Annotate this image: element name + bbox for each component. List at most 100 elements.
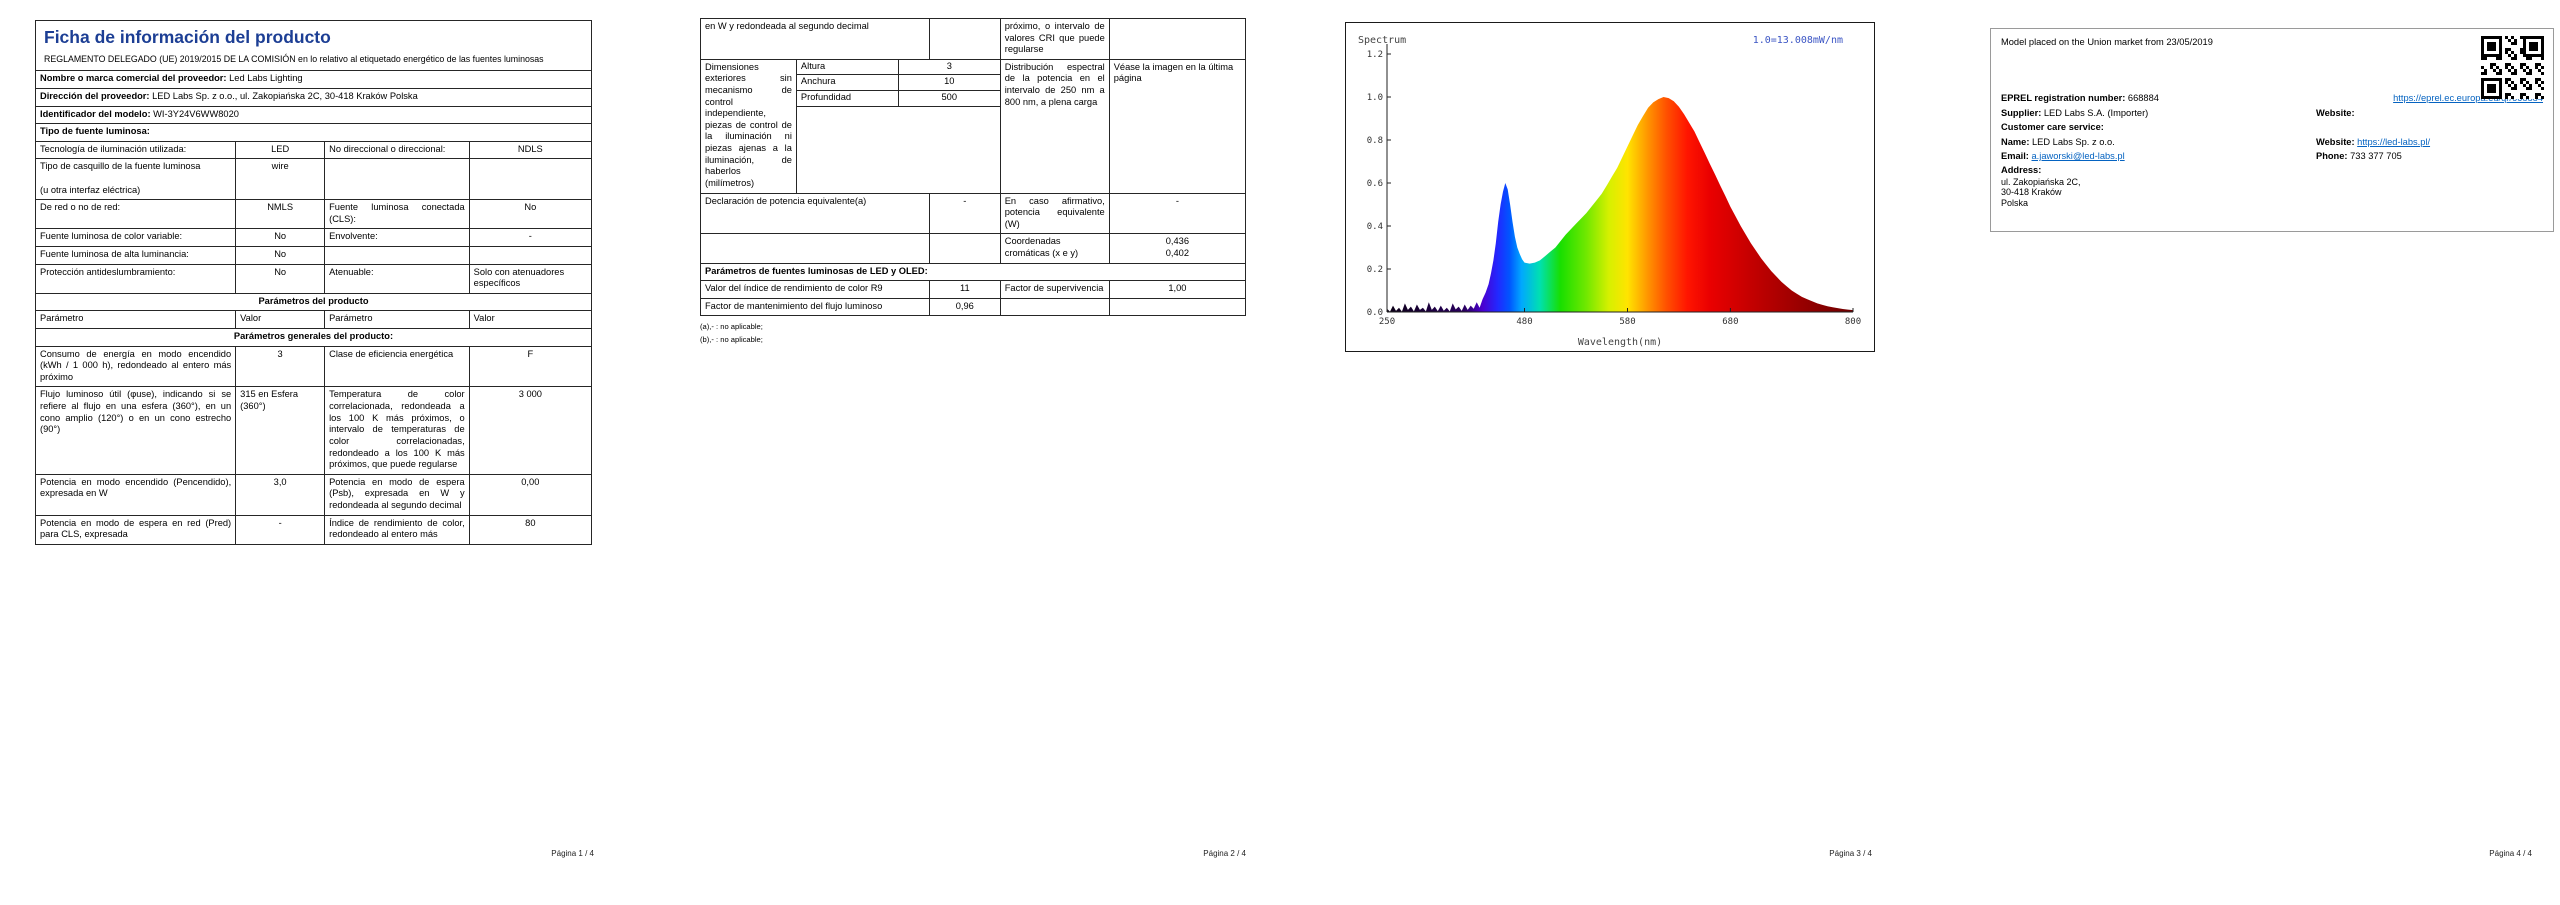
dimension-value: 3 (946, 60, 952, 71)
param-cell: Índice de rendimiento de color, redondea… (324, 514, 470, 545)
supplier-details: EPREL registration number: 668884 https:… (2001, 91, 2543, 208)
svg-text:1.2: 1.2 (1367, 50, 1383, 60)
value-cell: Véase la imagen en la última página (1108, 58, 1247, 194)
name-label: Name: (2001, 136, 2030, 147)
param-cell: Fuente luminosa conectada (CLS): (324, 199, 470, 230)
param-cell: Factor de supervivencia (999, 280, 1110, 299)
param-cell: Tecnología de iluminación utilizada: (34, 140, 237, 160)
param-cell: Fuente luminosa de color variable: (34, 228, 237, 247)
product-info-table-cont: en W y redondeada al segundo decimal pró… (700, 18, 1247, 317)
supplier-label: Supplier: (2001, 107, 2042, 118)
param-cell (324, 246, 470, 265)
param-cell: De red o no de red: (34, 199, 237, 230)
qr-code (2481, 36, 2544, 99)
model-id-label: Identificador del modelo: (40, 108, 151, 119)
address-label: Address: (2001, 164, 2042, 175)
value-cell: 315 en Esfera (360°) (235, 386, 326, 475)
spectrum-figure: Spectrum 1.0=13.008mW/nm 250 480 580 680 800… (1345, 22, 1875, 357)
svg-text:0.8: 0.8 (1367, 136, 1383, 146)
param-cell: Valor del índice de rendimiento de color… (700, 280, 930, 299)
table-row: Potencia en modo de espera en red (Pred)… (34, 514, 593, 545)
table-row: Tipo de casquillo de la fuente luminosa … (34, 158, 593, 201)
spectrum-chart: Spectrum 1.0=13.008mW/nm 250 480 580 680 800… (1345, 22, 1875, 352)
value-cell: wire (235, 158, 326, 201)
market-placement-line: Model placed on the Union market from 23… (2001, 37, 2213, 47)
column-header: Parámetro (34, 310, 237, 330)
value-cell: 11 (928, 280, 1001, 299)
svg-text:0.2: 0.2 (1367, 265, 1383, 275)
param-cell: Declaración de potencia equivalente(a) (700, 192, 930, 235)
param-cell: Potencia en modo encendido (Pencendido),… (34, 473, 237, 516)
dimensions-block: Dimensiones exteriores sin mecanismo de … (701, 59, 1000, 193)
param-cell: Potencia en modo de espera en red (Pred)… (34, 514, 237, 545)
param-cell: Protección antideslumbramiento: (34, 263, 237, 294)
table-row: Identificador del modelo: WI-3Y24V6WW802… (35, 105, 592, 125)
svg-text:1.0: 1.0 (1367, 93, 1383, 103)
value-cell: 1,00 (1108, 280, 1247, 299)
value-cell: Solo con atenuadores específicos (468, 263, 593, 294)
table-row: Nombre o marca comercial del proveedor: … (35, 70, 592, 89)
footnote-b: (b),- : no aplicable; (700, 335, 763, 345)
value-cell: NMLS (235, 199, 326, 230)
page-2-product-fiche: en W y redondeada al segundo decimal pró… (700, 18, 1247, 347)
param-cell: Temperatura de color correlacionada, red… (324, 386, 470, 475)
supplier-value: LED Labs S.A. (Importer) (2043, 107, 2149, 118)
param-cell: próximo, o intervalo de valores CRI que … (999, 18, 1110, 60)
eprel-link[interactable]: https://eprel.ec.europa.eu/qr/668884 (2393, 93, 2543, 103)
page-1-product-fiche: Ficha de información del producto REGLAM… (34, 19, 593, 545)
svg-text:800: 800 (1845, 317, 1861, 327)
value-cell: No (468, 199, 593, 230)
supplier-address-value: LED Labs Sp. z o.o., ul. Zakopiańska 2C,… (152, 90, 418, 101)
param-cell: Coordenadas cromáticas (x e y) (999, 233, 1110, 264)
chart-scale-note: 1.0=13.008mW/nm (1753, 35, 1843, 46)
value-cell: F (468, 345, 593, 388)
address-line: Polska (2001, 197, 2029, 208)
supplier-website-link[interactable]: https://led-labs.pl/ (2357, 136, 2431, 147)
svg-text:480: 480 (1516, 317, 1532, 327)
dimension-value: 500 (941, 92, 958, 103)
supplier-address-label: Dirección del proveedor: (40, 90, 150, 101)
param-cell: Clase de eficiencia energética (324, 345, 470, 388)
value-cell: No (235, 246, 326, 265)
column-header: Valor (468, 310, 593, 330)
table-row: Fuente luminosa de alta luminancia: No (34, 246, 593, 265)
svg-text:0.6: 0.6 (1367, 179, 1383, 189)
phone-value: 733 377 705 (2350, 151, 2402, 161)
param-cell: Potencia en modo de espera (Psb), expres… (324, 473, 470, 516)
param-cell: en W y redondeada al segundo decimal (700, 18, 930, 60)
supplier-row: Supplier: LED Labs S.A. (Importer) Websi… (2001, 106, 2543, 121)
table-row: Fuente luminosa de color variable: No En… (34, 228, 593, 247)
table-row: Tecnología de iluminación utilizada: LED… (34, 140, 593, 160)
dimension-name: Profundidad (797, 91, 899, 106)
value-cell: - (1108, 192, 1247, 235)
value-cell: 0,00 (468, 473, 593, 516)
chart-title: Spectrum (1358, 35, 1406, 46)
value-cell: 3,0 (235, 473, 326, 516)
value-cell: 3 (235, 345, 326, 388)
svg-text:580: 580 (1619, 317, 1635, 327)
product-info-table: Ficha de información del producto REGLAM… (34, 19, 593, 545)
table-row: Parámetros generales del producto: (35, 328, 592, 347)
dimension-name: Altura (797, 59, 899, 75)
value-cell (468, 246, 593, 265)
value-cell: 80 (468, 514, 593, 545)
model-id-value: WI-3Y24V6WW8020 (153, 108, 239, 119)
email-link[interactable]: a.jaworski@led-labs.pl (2031, 151, 2125, 161)
param-cell: Envolvente: (324, 228, 470, 247)
page-title: Ficha de información del producto (44, 27, 331, 47)
dimension-row: Anchura 10 (796, 75, 1000, 92)
value-cell: - (468, 228, 593, 247)
customer-care-row: Customer care service: (2001, 120, 2543, 135)
website-label: Website: (2316, 107, 2355, 118)
phone-label: Phone: (2316, 151, 2348, 161)
svg-text:0.4: 0.4 (1367, 222, 1383, 232)
email-row: Email: a.jaworski@led-labs.pl Phone: 733… (2001, 149, 2543, 164)
table-row: Coordenadas cromáticas (x e y) 0,436 0,4… (700, 233, 1247, 264)
page-subtitle: REGLAMENTO DELEGADO (UE) 2019/2015 DE LA… (44, 53, 544, 64)
value-cell: LED (235, 140, 326, 160)
param-cell (324, 158, 470, 201)
dimensions-subtable: Altura 3 Anchura 10 Profundidad 500 (796, 59, 1000, 193)
param-cell: Atenuable: (324, 263, 470, 294)
value-cell: - (928, 192, 1001, 235)
value-cell: No (235, 263, 326, 294)
